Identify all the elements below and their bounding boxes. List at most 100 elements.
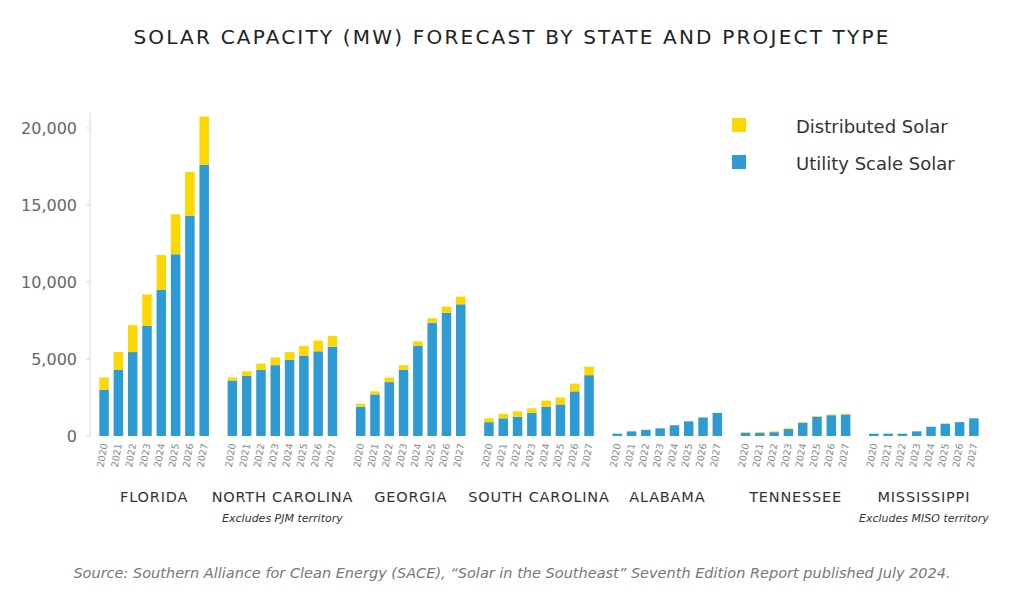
bar-segment — [442, 313, 452, 436]
x-tick-label: 2027 — [195, 442, 210, 468]
x-tick-label: 2023 — [394, 442, 409, 468]
bar-segment — [641, 429, 651, 430]
x-tick-label: 2027 — [836, 442, 851, 468]
bar-segment — [926, 427, 936, 436]
bar-segment — [556, 404, 566, 436]
bar-segment — [584, 367, 594, 375]
bar-segment — [484, 422, 494, 436]
x-tick-label: 2024 — [280, 442, 295, 468]
x-tick-label: 2024 — [152, 442, 167, 468]
bar-segment — [784, 428, 794, 430]
bar-segment — [969, 418, 979, 419]
x-tick-label: 2023 — [266, 442, 281, 468]
bar-segment — [399, 370, 409, 436]
group-label: MISSISSIPPI — [877, 489, 970, 505]
bar-segment — [912, 431, 922, 432]
bar-segment — [713, 412, 723, 413]
x-tick-label: 2024 — [921, 442, 936, 468]
source: Source: Southern Alliance for Clean Ener… — [73, 565, 950, 581]
x-tick-label: 2021 — [109, 442, 124, 468]
bar-segment — [570, 391, 580, 436]
bar-segment — [228, 377, 238, 380]
bars — [99, 116, 978, 436]
bar-segment — [713, 413, 723, 436]
bar-segment — [869, 433, 879, 434]
bar-segment — [199, 165, 209, 436]
bar-segment — [698, 417, 708, 418]
bar-segment — [128, 352, 138, 436]
y-tick-label: 15,000 — [21, 196, 77, 215]
x-tick-label: 2022 — [123, 442, 138, 468]
legend-swatch — [732, 118, 746, 132]
x-tick-label: 2025 — [807, 442, 822, 468]
x-tick-label: 2021 — [879, 442, 894, 468]
bar-segment — [114, 370, 124, 436]
x-tick-label: 2024 — [665, 442, 680, 468]
group-note: Excludes PJM territory — [222, 512, 343, 525]
y-tick — [86, 205, 90, 206]
x-tick-label: 2023 — [779, 442, 794, 468]
bar-segment — [299, 356, 309, 436]
x-tick-label: 2020 — [223, 442, 238, 468]
x-tick-label: 2021 — [237, 442, 252, 468]
bar-segment — [356, 407, 366, 436]
bar-segment — [413, 346, 423, 436]
bar-segment — [328, 347, 338, 436]
bar-segment — [827, 415, 837, 436]
group-label: GEORGIA — [374, 489, 447, 505]
bar-segment — [513, 417, 523, 436]
bar-segment — [199, 116, 209, 165]
bar-segment — [271, 357, 281, 365]
x-tick-label: 2022 — [893, 442, 908, 468]
x-tick-label: 2027 — [323, 442, 338, 468]
bar-segment — [313, 341, 323, 352]
group-label: ALABAMA — [629, 489, 705, 505]
x-tick-label: 2027 — [964, 442, 979, 468]
bar-segment — [655, 428, 665, 436]
y-tick — [86, 128, 90, 129]
bar-segment — [328, 336, 338, 347]
bar-segment — [570, 384, 580, 392]
x-tick-label: 2020 — [608, 442, 623, 468]
bar-segment — [798, 423, 808, 436]
chart: SOLAR CAPACITY (MW) FORECAST BY STATE AN… — [0, 0, 1024, 595]
group-note: Excludes MISO territory — [859, 512, 989, 525]
bar-segment — [755, 432, 765, 434]
x-tick-label: 2024 — [537, 442, 552, 468]
x-tick-label: 2026 — [565, 442, 580, 468]
bar-segment — [627, 431, 637, 436]
bar-segment — [698, 418, 708, 436]
x-tick-label: 2022 — [380, 442, 395, 468]
y-tick-label: 20,000 — [21, 119, 77, 138]
bar-segment — [969, 418, 979, 436]
y-tick — [86, 359, 90, 360]
y-tick — [86, 282, 90, 283]
bar-segment — [883, 434, 893, 436]
x-tick-label: 2020 — [864, 442, 879, 468]
bar-segment — [399, 365, 409, 370]
bar-segment — [256, 364, 266, 370]
bar-segment — [670, 425, 680, 436]
x-tick-label: 2020 — [736, 442, 751, 468]
bar-segment — [157, 290, 167, 436]
bar-segment — [356, 404, 366, 407]
bar-segment — [484, 418, 494, 422]
x-tick-label: 2025 — [936, 442, 951, 468]
bar-segment — [242, 376, 252, 436]
y-tick-label: 5,000 — [31, 350, 77, 369]
bar-segment — [955, 422, 965, 423]
y-tick — [86, 436, 90, 437]
bar-segment — [898, 433, 908, 434]
x-tick-label: 2022 — [508, 442, 523, 468]
x-tick-label: 2026 — [437, 442, 452, 468]
bar-segment — [527, 413, 537, 436]
bar-segment — [114, 352, 124, 370]
bar-segment — [157, 255, 167, 290]
group-label: SOUTH CAROLINA — [468, 489, 609, 505]
x-tick-label: 2020 — [479, 442, 494, 468]
bar-segment — [128, 325, 138, 352]
bar-segment — [370, 394, 380, 436]
bar-segment — [456, 304, 466, 436]
x-tick-label: 2027 — [579, 442, 594, 468]
bar-segment — [256, 370, 266, 436]
